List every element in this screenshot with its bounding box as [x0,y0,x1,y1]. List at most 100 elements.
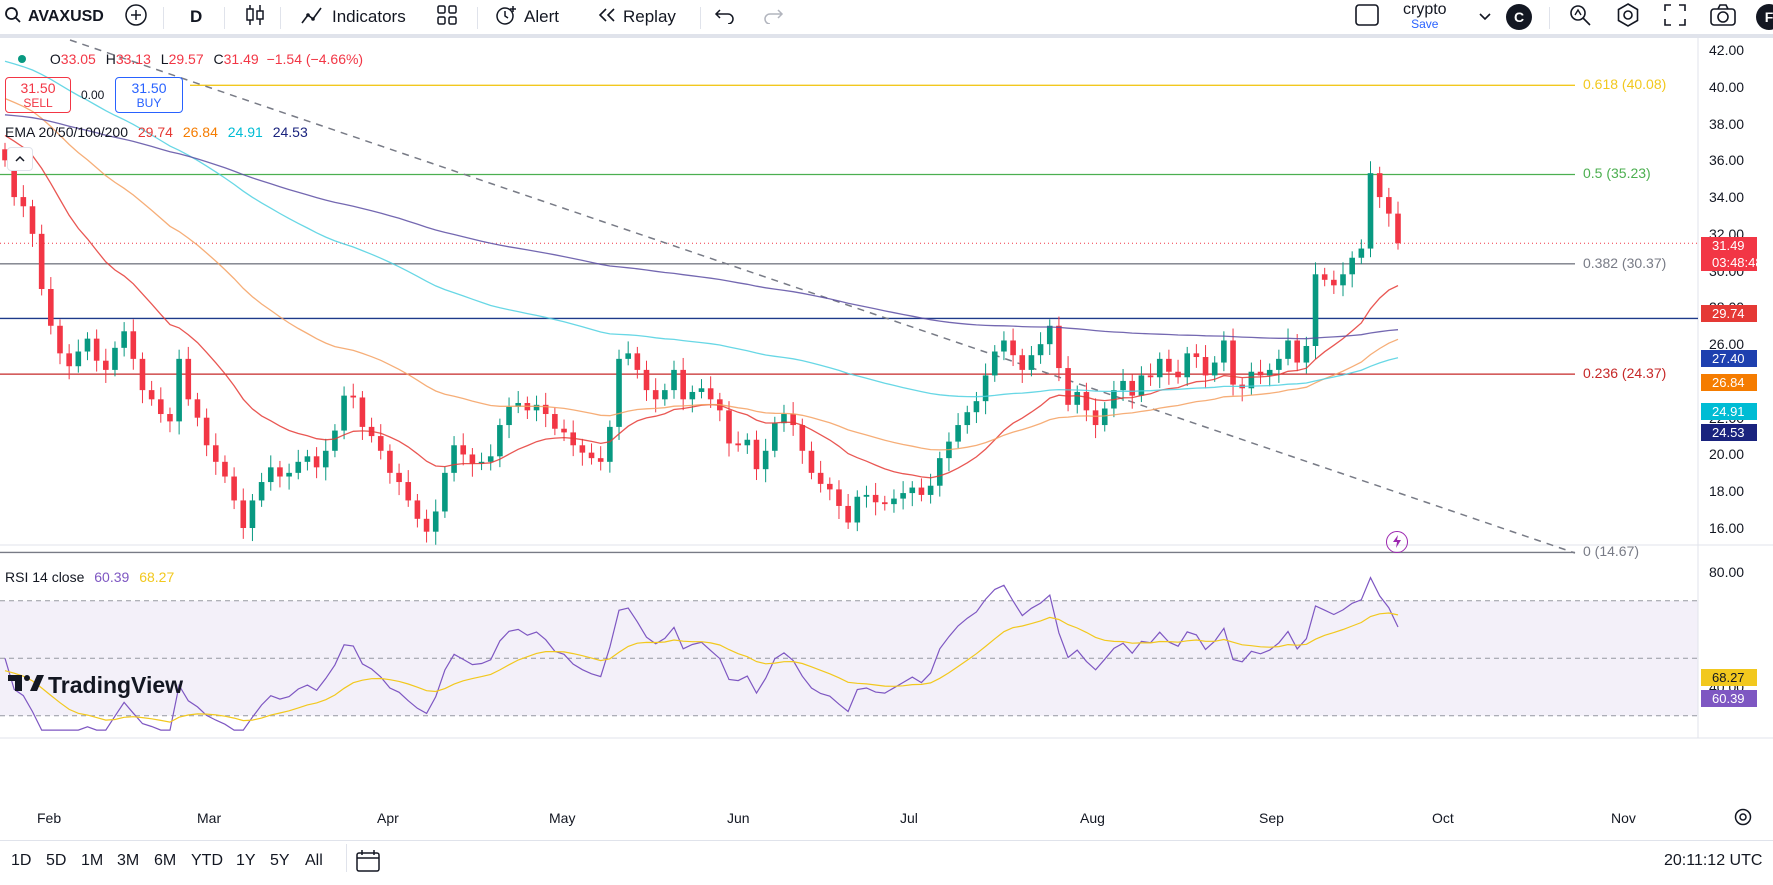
candle-body [194,399,201,418]
candle-body [808,450,815,473]
candle-body [203,417,210,446]
collapse-legend-button[interactable] [7,147,33,171]
candle-body [414,500,421,519]
quick-search-button[interactable] [1568,0,1592,34]
candle-body [478,461,485,464]
candle-body [432,511,439,532]
timeframe-button[interactable]: All [305,852,323,869]
chevron-up-icon [8,155,32,174]
price-axis-label: 20.00 [1709,446,1745,463]
candle-body [1065,368,1071,405]
time-axis-label: Feb [37,810,62,826]
candle-body [396,472,402,483]
axis-settings-button[interactable] [1733,807,1753,832]
candle-body [1074,391,1081,405]
tradingview-logo[interactable]: TradingView [8,672,183,699]
rsi-axis-label: 80.00 [1709,564,1745,580]
candle-body [57,325,63,354]
candle-body [891,498,897,505]
candle-body [1138,375,1145,396]
toolbar-divider [346,844,347,872]
candle-body [377,436,384,451]
templates-button[interactable] [437,0,457,34]
price-chart-canvas[interactable] [0,38,1773,838]
events-marker[interactable] [1386,531,1408,553]
candle-body [286,472,292,477]
buy-button[interactable]: 31.50 BUY [115,77,183,113]
indicators-button[interactable]: Indicators [300,0,406,34]
candle-body [1101,408,1108,426]
time-axis-label: Apr [377,810,399,826]
profile-button[interactable]: F [1756,0,1773,34]
settings-button[interactable] [1616,0,1640,34]
candle-body [817,472,824,484]
candle-body [460,445,467,455]
chart-type-button[interactable] [244,0,266,34]
candle-body [423,518,430,532]
candle-body [1312,274,1319,346]
candle-body [1294,340,1300,363]
timeframe-button[interactable]: 5Y [270,852,290,869]
candle-body [964,412,971,426]
compare-button[interactable] [124,0,148,34]
candle-body [38,233,45,290]
rsi-legend[interactable]: RSI 14 close 60.39 68.27 [5,569,174,585]
candle-body [579,445,586,453]
candle-body [258,482,265,501]
layout-name-button[interactable]: crypto Save [1403,0,1447,34]
layout-menu-button[interactable] [1478,0,1492,34]
rsi-title: RSI 14 close [5,569,85,585]
time-axis-label: Mar [197,810,222,826]
ema50-value: 26.84 [182,124,218,140]
timeframe-button[interactable]: 1Y [236,852,256,869]
candle-body [1092,410,1099,426]
market-status-dot [18,55,26,63]
candle-body [222,461,228,477]
toolbar-divider [280,7,281,29]
fib-level-label: 0.618 (40.08) [1583,76,1667,93]
replay-button[interactable]: Replay [597,0,676,34]
timeframe-button[interactable]: YTD [191,852,223,869]
price-axis-label: 36.00 [1709,152,1745,169]
candle-body [1303,345,1310,363]
candle-body [139,358,146,391]
timeframe-button[interactable]: 3M [117,852,140,869]
layout-toggle[interactable] [1355,0,1379,34]
tradingview-wordmark: TradingView [48,672,184,698]
candle-body [1184,353,1191,378]
candle-body [1202,357,1209,376]
candle-body [405,482,412,501]
timeframe-button[interactable]: 1M [81,852,104,869]
square-icon [1355,3,1379,31]
ema200-value: 24.53 [272,124,308,140]
redo-button[interactable] [762,0,784,34]
candle-body [588,452,595,459]
snapshot-button[interactable] [1710,0,1736,34]
candle-body [991,351,998,376]
candle-body [1266,369,1273,376]
chart-area[interactable]: O33.05 H33.13 L29.57 C31.49 −1.54 (−4.66… [0,38,1773,838]
date-range-button[interactable] [356,850,380,877]
sell-button[interactable]: 31.50 SELL [5,77,71,113]
price-tag-ema50: 26.84 [1701,374,1757,391]
ema100-line [4,60,1399,398]
symbol-search[interactable]: AVAXUSD [4,0,104,34]
alert-button[interactable]: Alert [494,0,559,34]
fullscreen-button[interactable] [1664,0,1686,34]
price-axis-label: 18.00 [1709,483,1745,500]
timeframe-button[interactable]: 1D [11,852,32,869]
interval-button[interactable]: D [190,7,203,26]
timeframe-button[interactable]: 6M [154,852,177,869]
account-button[interactable]: C [1506,0,1532,34]
candle-body [1037,344,1044,356]
candle-body [29,206,36,234]
ema-legend[interactable]: EMA 20/50/100/200 29.74 26.84 24.91 24.5… [5,124,308,140]
candle-body [616,358,622,427]
candle-body [231,476,237,501]
utc-clock[interactable]: 20:11:12 UTC [1664,852,1763,869]
undo-button[interactable] [714,0,736,34]
candle-body [277,467,283,477]
timeframe-button[interactable]: 5D [46,852,67,869]
fullscreen-icon [1664,3,1686,31]
candle-body [1083,391,1090,411]
